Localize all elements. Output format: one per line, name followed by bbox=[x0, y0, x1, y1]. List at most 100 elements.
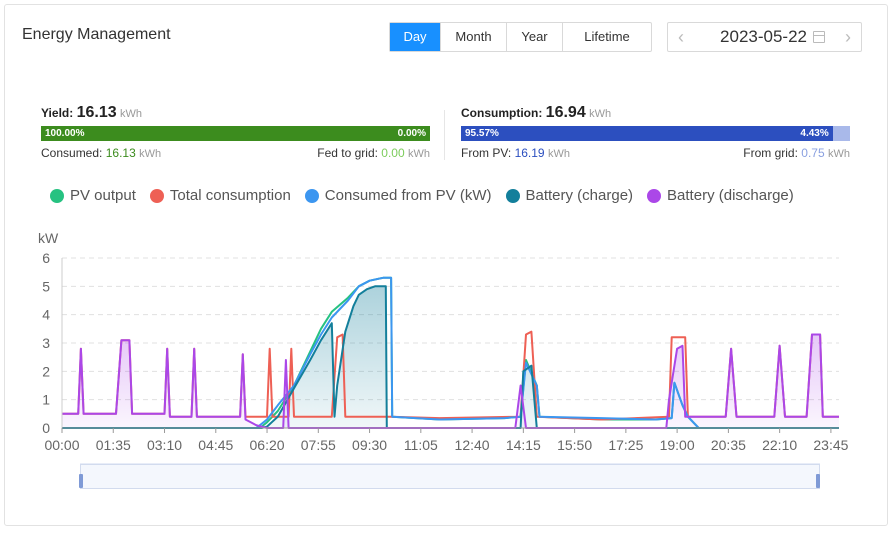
x-tick-label: 17:25 bbox=[608, 437, 643, 453]
x-tick-label: 14:15 bbox=[506, 437, 541, 453]
consumption-pv-value: 16.19 bbox=[514, 146, 545, 160]
yield-fed-unit: kWh bbox=[408, 148, 430, 160]
chevron-left-icon[interactable]: ‹ bbox=[678, 26, 684, 47]
legend-label: Battery (discharge) bbox=[667, 187, 794, 204]
yield-summary: Yield: 16.13 kWh 100.00% 0.00% Consumed:… bbox=[41, 104, 430, 160]
series-battery-charge-line[interactable] bbox=[62, 285, 839, 429]
x-tick-label: 19:00 bbox=[660, 437, 695, 453]
legend-label: PV output bbox=[70, 187, 136, 204]
consumption-bar: 95.57% 4.43% bbox=[461, 126, 850, 141]
x-tick-label: 15:50 bbox=[557, 437, 592, 453]
x-tick-label: 23:45 bbox=[813, 437, 848, 453]
zoom-slider[interactable] bbox=[80, 464, 820, 489]
yield-consumed-unit: kWh bbox=[139, 148, 162, 160]
legend-label: Consumed from PV (kW) bbox=[324, 187, 492, 204]
x-tick-label: 12:40 bbox=[455, 437, 490, 453]
consumption-grid-unit: kWh bbox=[828, 148, 850, 160]
legend-item-battery-charge[interactable]: Battery (charge) bbox=[505, 187, 634, 204]
zoom-handle-right[interactable] bbox=[816, 474, 820, 488]
yield-bar: 100.00% 0.00% bbox=[41, 126, 430, 141]
chevron-right-icon[interactable]: › bbox=[845, 26, 851, 47]
summary-divider bbox=[444, 110, 445, 160]
legend-item-battery-discharge[interactable]: Battery (discharge) bbox=[647, 187, 794, 204]
y-tick-label: 3 bbox=[42, 335, 50, 351]
legend-item-consumed-from-pv[interactable]: Consumed from PV (kW) bbox=[304, 187, 492, 204]
consumption-grid-segment bbox=[832, 126, 850, 141]
yield-label: Yield: bbox=[41, 106, 74, 120]
consumption-grid-value: 0.75 bbox=[801, 146, 825, 160]
legend-dot-icon bbox=[647, 188, 662, 203]
yield-heading: Yield: 16.13 kWh bbox=[41, 104, 142, 122]
series-battery-charge-area bbox=[62, 286, 839, 428]
yield-consumed-segment: 100.00% 0.00% bbox=[41, 126, 430, 141]
y-tick-label: 5 bbox=[42, 278, 50, 294]
consumption-heading: Consumption: 16.94 kWh bbox=[461, 104, 611, 122]
legend-item-total-consumption[interactable]: Total consumption bbox=[149, 187, 291, 204]
energy-management-card bbox=[4, 4, 888, 526]
yield-consumed-pct: 100.00% bbox=[45, 128, 85, 139]
energy-line-chart[interactable]: 0 1 2 3 4 5 6 kW 00:00 01:35 03:10 04:45 06:20 07:55 0… bbox=[0, 225, 893, 457]
consumption-pv-segment: 95.57% 4.43% bbox=[461, 126, 833, 141]
range-tabs: Day Month Year Lifetime bbox=[389, 22, 652, 52]
yield-foot: Consumed: 16.13 kWh Fed to grid: 0.00 kW… bbox=[41, 146, 430, 160]
consumption-value: 16.94 bbox=[545, 104, 586, 121]
legend-item-pv-output[interactable]: PV output bbox=[50, 187, 136, 204]
yield-unit: kWh bbox=[119, 108, 142, 120]
consumption-pv-unit: kWh bbox=[547, 148, 570, 160]
x-tick-label: 01:35 bbox=[96, 437, 131, 453]
series-battery-discharge-line[interactable] bbox=[62, 333, 839, 429]
x-tick-label: 09:30 bbox=[352, 437, 387, 453]
date-value[interactable]: 2023-05-22 bbox=[720, 27, 807, 46]
page-title: Energy Management bbox=[22, 26, 171, 43]
y-tick-label: 0 bbox=[42, 420, 50, 436]
date-picker[interactable]: ‹ 2023-05-22 › bbox=[667, 22, 862, 52]
consumption-grid: From grid: 0.75 kWh bbox=[743, 146, 850, 160]
yield-value: 16.13 bbox=[76, 104, 117, 121]
x-tick-label: 06:20 bbox=[250, 437, 285, 453]
x-tick-label: 20:35 bbox=[711, 437, 746, 453]
x-tick-label: 00:00 bbox=[44, 437, 79, 453]
tab-year[interactable]: Year bbox=[507, 23, 563, 51]
x-tick-label: 07:55 bbox=[301, 437, 336, 453]
series-pv-output-line[interactable] bbox=[62, 276, 839, 429]
consumption-summary: Consumption: 16.94 kWh 95.57% 4.43% From… bbox=[461, 104, 850, 160]
zoom-handle-left[interactable] bbox=[79, 474, 83, 488]
y-axis-label: kW bbox=[38, 230, 59, 246]
x-tick-label: 04:45 bbox=[198, 437, 233, 453]
series-consumed-from-pv-line[interactable] bbox=[62, 276, 839, 429]
legend-dot-icon bbox=[50, 188, 64, 203]
legend-label: Total consumption bbox=[169, 187, 291, 204]
legend-dot-icon bbox=[304, 188, 319, 203]
yield-fed: Fed to grid: 0.00 kWh bbox=[317, 146, 430, 160]
x-tick-label: 11:05 bbox=[404, 437, 438, 453]
series-total-consumption-line[interactable] bbox=[62, 330, 839, 421]
yield-fed-pct: 0.00% bbox=[397, 128, 426, 139]
yield-fed-label: Fed to grid: bbox=[317, 146, 378, 160]
consumption-grid-pct: 4.43% bbox=[800, 128, 829, 139]
consumption-pv-pct: 95.57% bbox=[465, 128, 499, 139]
legend-dot-icon bbox=[505, 188, 520, 203]
consumption-label: Consumption: bbox=[461, 106, 543, 120]
y-tick-label: 6 bbox=[42, 250, 50, 266]
yield-consumed-label: Consumed: bbox=[41, 146, 103, 160]
consumption-foot: From PV: 16.19 kWh From grid: 0.75 kWh bbox=[461, 146, 850, 160]
legend-label: Battery (charge) bbox=[525, 187, 634, 204]
yield-fed-value: 0.00 bbox=[381, 146, 405, 160]
y-tick-label: 4 bbox=[42, 307, 50, 323]
y-tick-label: 2 bbox=[42, 363, 50, 379]
tab-day[interactable]: Day bbox=[390, 23, 441, 51]
consumption-pv-label: From PV: bbox=[461, 146, 512, 160]
chart-legend: PV output Total consumption Consumed fro… bbox=[50, 187, 808, 204]
yield-consumed-value: 16.13 bbox=[105, 146, 136, 160]
x-tick-label: 22:10 bbox=[762, 437, 797, 453]
yield-consumed: Consumed: 16.13 kWh bbox=[41, 146, 161, 160]
legend-dot-icon bbox=[149, 188, 164, 203]
calendar-icon[interactable] bbox=[813, 31, 825, 43]
consumption-pv: From PV: 16.19 kWh bbox=[461, 146, 570, 160]
tab-month[interactable]: Month bbox=[441, 23, 507, 51]
consumption-unit: kWh bbox=[589, 108, 612, 120]
x-tick-label: 03:10 bbox=[147, 437, 182, 453]
y-tick-label: 1 bbox=[42, 392, 50, 408]
tab-lifetime[interactable]: Lifetime bbox=[584, 29, 630, 44]
series-battery-discharge-area bbox=[62, 334, 839, 428]
